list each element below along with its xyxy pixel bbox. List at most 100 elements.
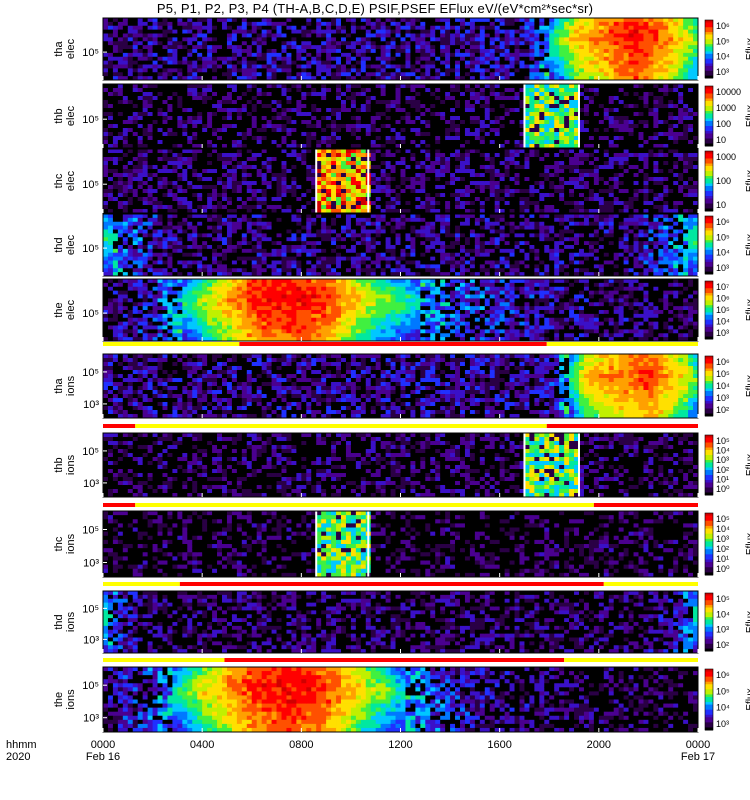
heatmap-cell <box>430 104 436 109</box>
heatmap-cell <box>544 33 550 38</box>
heatmap-cell <box>593 100 600 105</box>
heatmap-cell <box>207 173 213 178</box>
heatmap-cell <box>663 49 669 54</box>
heatmap-cell <box>261 169 268 174</box>
heatmap-cell <box>331 56 337 62</box>
heatmap-cell <box>321 49 327 54</box>
heatmap-cell <box>177 64 183 69</box>
heatmap-cell <box>157 144 163 149</box>
heatmap-cell <box>405 185 411 190</box>
heatmap-cell <box>415 88 421 93</box>
heatmap-cell <box>598 84 605 89</box>
heatmap-cell <box>167 37 173 42</box>
heatmap-cell <box>375 144 382 149</box>
heatmap-cell <box>341 60 347 65</box>
heatmap-cell <box>405 112 411 117</box>
heatmap-cell <box>400 49 406 54</box>
heatmap-cell <box>117 144 124 149</box>
heatmap-cell <box>251 41 258 46</box>
heatmap-cell <box>569 136 575 141</box>
heatmap-cell <box>370 88 377 93</box>
heatmap-cell <box>217 60 223 65</box>
heatmap-cell <box>464 96 471 101</box>
colorbar-swatch <box>705 29 713 33</box>
heatmap-cell <box>266 144 272 149</box>
heatmap-cell <box>613 128 620 133</box>
heatmap-cell <box>162 120 168 125</box>
heatmap-cell <box>306 112 312 117</box>
heatmap-cell <box>271 169 277 174</box>
heatmap-cell <box>276 169 282 174</box>
heatmap-cell <box>132 21 139 27</box>
heatmap-cell <box>301 140 307 145</box>
heatmap-cell <box>261 84 268 89</box>
heatmap-cell <box>127 140 134 145</box>
heatmap-cell <box>192 21 198 27</box>
heatmap-cell <box>405 181 411 186</box>
heatmap-cell <box>390 108 396 113</box>
heatmap-cell <box>291 132 297 137</box>
heatmap-cell <box>479 41 486 46</box>
heatmap-cell <box>311 185 317 190</box>
heatmap-cell <box>103 108 109 113</box>
heatmap-cell <box>132 84 139 89</box>
heatmap-cell <box>648 144 654 149</box>
heatmap-cell <box>112 72 119 77</box>
heatmap-cell <box>286 52 292 58</box>
heatmap-cell <box>579 120 585 125</box>
heatmap-cell <box>107 18 114 23</box>
heatmap-cell <box>494 18 501 23</box>
heatmap-cell <box>415 108 421 113</box>
heatmap-cell <box>271 173 277 178</box>
heatmap-cell <box>410 140 416 145</box>
heatmap-cell <box>494 64 501 69</box>
heatmap-cell <box>241 108 248 113</box>
heatmap-cell <box>311 88 317 93</box>
heatmap-cell <box>420 197 426 202</box>
heatmap-cell <box>564 124 570 129</box>
heatmap-cell <box>212 52 218 58</box>
heatmap-cell <box>167 132 173 137</box>
heatmap-cell <box>668 37 674 42</box>
heatmap-cell <box>633 37 639 42</box>
heatmap-cell <box>410 21 416 27</box>
heatmap-cell <box>504 68 510 73</box>
heatmap-cell <box>207 128 213 133</box>
heatmap-cell <box>410 197 416 202</box>
heatmap-cell <box>197 37 203 42</box>
heatmap-cell <box>588 76 595 81</box>
heatmap-cell <box>385 100 391 105</box>
heatmap-cell <box>420 136 426 141</box>
heatmap-cell <box>207 108 213 113</box>
heatmap-cell <box>341 201 347 206</box>
heatmap-cell <box>321 193 327 198</box>
heatmap-cell <box>663 76 669 81</box>
heatmap-cell <box>271 45 277 50</box>
heatmap-cell <box>365 92 372 97</box>
heatmap-cell <box>261 60 268 65</box>
heatmap-cell <box>202 177 208 182</box>
heatmap-cell <box>301 56 307 62</box>
heatmap-cell <box>628 37 634 42</box>
heatmap-cell <box>177 165 183 170</box>
heatmap-cell <box>613 112 620 117</box>
heatmap-cell <box>380 64 387 69</box>
heatmap-cell <box>648 72 654 77</box>
heatmap-cell <box>375 112 382 117</box>
heatmap-cell <box>410 132 416 137</box>
heatmap-cell <box>514 120 520 125</box>
heatmap-cell <box>167 144 173 149</box>
heatmap-cell <box>588 33 595 38</box>
heatmap-cell <box>693 33 699 38</box>
heatmap-cell <box>683 128 689 133</box>
heatmap-cell <box>648 37 654 42</box>
heatmap-cell <box>132 72 139 77</box>
heatmap-cell <box>341 84 347 89</box>
heatmap-cell <box>296 41 302 46</box>
heatmap-cell <box>425 112 431 117</box>
heatmap-cell <box>331 21 337 27</box>
heatmap-cell <box>192 169 198 174</box>
heatmap-cell <box>529 124 535 129</box>
heatmap-cell <box>400 68 406 73</box>
heatmap-cell <box>499 68 506 73</box>
